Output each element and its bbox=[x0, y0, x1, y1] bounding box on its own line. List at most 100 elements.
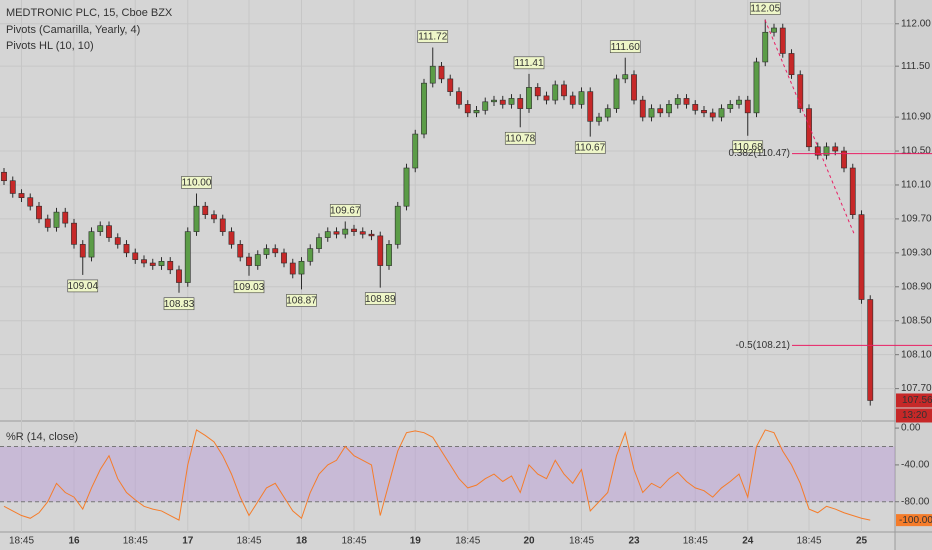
countdown-bg bbox=[896, 408, 932, 423]
y-tick-label: 112.00 bbox=[901, 18, 931, 29]
pivot-label-bg bbox=[364, 292, 396, 305]
candle-body bbox=[123, 244, 130, 254]
candle-body bbox=[849, 167, 856, 215]
candle-body bbox=[394, 205, 401, 245]
candle-body bbox=[412, 133, 419, 169]
candle-body bbox=[316, 237, 322, 249]
candle-body bbox=[324, 231, 331, 238]
candle-body bbox=[674, 98, 681, 105]
candle-body bbox=[639, 99, 646, 118]
candle-body bbox=[832, 146, 839, 152]
candle-body bbox=[167, 261, 174, 271]
candle-body bbox=[727, 104, 734, 109]
pivot-label: 110.78 bbox=[505, 133, 535, 144]
candle-body bbox=[587, 91, 594, 122]
candle-body bbox=[298, 261, 305, 275]
candle-body bbox=[709, 112, 716, 118]
candle-body bbox=[403, 167, 410, 207]
candle-body bbox=[771, 27, 777, 33]
candle-body bbox=[289, 262, 296, 275]
candle-body bbox=[753, 61, 760, 114]
x-tick-label: 18:45 bbox=[796, 536, 821, 547]
candle-body bbox=[858, 214, 865, 300]
pivot-label: 111.41 bbox=[514, 58, 544, 69]
candle-body bbox=[543, 95, 550, 101]
pivot-label: 108.83 bbox=[164, 299, 195, 310]
candle-body bbox=[569, 95, 576, 105]
candle-body bbox=[552, 84, 559, 101]
candle-body bbox=[263, 248, 270, 255]
last-value: -100.00 bbox=[899, 515, 932, 526]
x-tick-label: 18 bbox=[296, 536, 308, 547]
x-tick-label: 17 bbox=[182, 536, 194, 547]
pivot-label: 108.87 bbox=[286, 295, 317, 306]
candle-body bbox=[368, 233, 375, 237]
candle-body bbox=[333, 231, 340, 235]
candle-body bbox=[79, 244, 86, 258]
candle-body bbox=[193, 205, 200, 232]
candle-body bbox=[359, 231, 366, 235]
candle-body bbox=[762, 31, 769, 63]
candle-body bbox=[176, 269, 182, 283]
candle-body bbox=[27, 197, 34, 207]
candle-body bbox=[867, 299, 874, 401]
candle-body bbox=[613, 78, 620, 109]
x-tick-label: 25 bbox=[856, 536, 868, 547]
candle-body bbox=[254, 254, 261, 266]
indicator-label: Pivots HL (10, 10) bbox=[6, 40, 94, 52]
x-tick-label: 18:45 bbox=[455, 536, 480, 547]
candle-body bbox=[237, 244, 244, 258]
candle-body bbox=[1, 171, 7, 182]
candle-body bbox=[429, 65, 436, 84]
pivot-label: 110.67 bbox=[575, 143, 605, 154]
candle-body bbox=[88, 231, 95, 258]
wr-line bbox=[3, 429, 871, 521]
x-tick-label: 23 bbox=[628, 536, 640, 547]
candle-body bbox=[797, 74, 804, 109]
candle-body bbox=[18, 193, 25, 198]
y-tick-label: 109.70 bbox=[901, 214, 932, 225]
pivot-label: 111.60 bbox=[611, 42, 641, 53]
candle-body bbox=[473, 110, 480, 114]
candle-body bbox=[841, 150, 847, 169]
y-tick-label: 111.50 bbox=[901, 61, 931, 72]
chart-title: MEDTRONIC PLC, 15, Cboe BZX bbox=[6, 7, 173, 19]
pivot-label-bg bbox=[286, 294, 317, 307]
candle-body bbox=[578, 91, 585, 105]
candle-body bbox=[71, 222, 77, 245]
pivot-label-bg bbox=[417, 30, 449, 43]
candle-body bbox=[158, 261, 165, 266]
candle-body bbox=[744, 99, 751, 114]
candle-body bbox=[438, 65, 445, 80]
candle-body bbox=[779, 27, 786, 54]
candle-body bbox=[508, 98, 515, 105]
last-price-bg bbox=[896, 393, 932, 408]
band-fill bbox=[0, 446, 895, 502]
y-tick-label: 110.90 bbox=[901, 112, 931, 123]
candle-body bbox=[561, 84, 567, 97]
y-tick-label: 0.00 bbox=[901, 423, 921, 434]
candle-body bbox=[132, 252, 139, 260]
candle-body bbox=[184, 231, 191, 283]
pivot-label-bg bbox=[504, 131, 536, 145]
candle-body bbox=[62, 211, 69, 224]
pivot-label-bg bbox=[329, 204, 361, 217]
x-tick-label: 19 bbox=[410, 536, 422, 547]
pivot-label-bg bbox=[233, 280, 265, 294]
candle-body bbox=[823, 146, 830, 156]
candle-body bbox=[648, 108, 655, 118]
candle-body bbox=[499, 99, 506, 105]
y-tick-label: 110.50 bbox=[901, 146, 931, 157]
candle-body bbox=[517, 98, 524, 109]
y-tick-label: -80.00 bbox=[901, 496, 930, 507]
candle-body bbox=[464, 104, 471, 114]
x-tick-label: 18:45 bbox=[236, 536, 261, 547]
x-tick-label: 18:45 bbox=[569, 536, 594, 547]
x-tick-label: 20 bbox=[523, 536, 535, 547]
candle-body bbox=[211, 214, 217, 220]
x-tick-label: 18:45 bbox=[123, 536, 148, 547]
candle-body bbox=[622, 74, 629, 80]
pivot-label: 110.68 bbox=[733, 142, 763, 153]
pivot-label-bg bbox=[732, 140, 764, 154]
